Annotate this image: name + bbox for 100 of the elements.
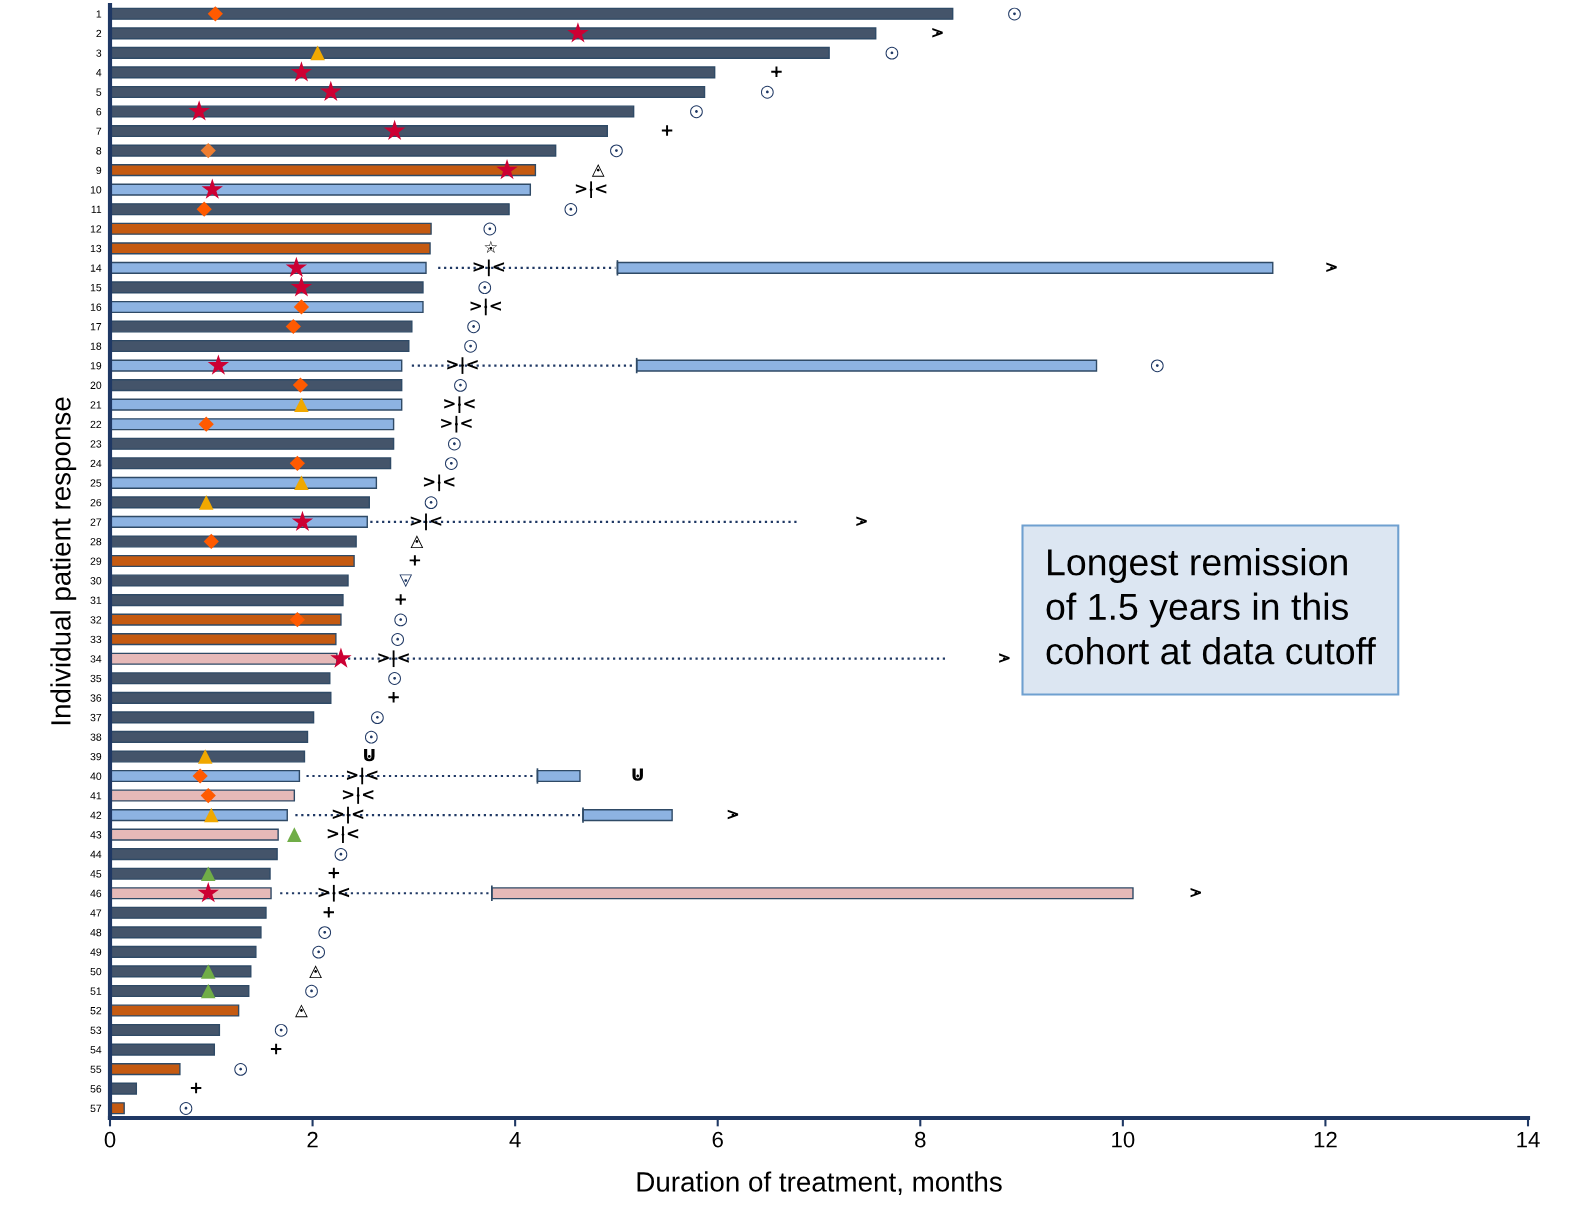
data-label: ○ xyxy=(388,672,401,685)
bar xyxy=(110,926,262,939)
bar xyxy=(110,379,403,392)
bar xyxy=(110,965,252,978)
data-label: > xyxy=(932,27,943,38)
y-tick-label: 12 xyxy=(90,225,102,233)
y-tick-label: 53 xyxy=(90,1026,102,1034)
data-label: ○ xyxy=(483,222,497,236)
y-tick-label: 3 xyxy=(96,49,102,57)
data-label: ○ xyxy=(454,378,467,392)
data-label: ○ xyxy=(885,46,899,60)
y-tick-label: 52 xyxy=(90,1007,102,1015)
data-label: > xyxy=(999,653,1010,663)
data-label: > xyxy=(727,809,739,820)
data-label: >|< xyxy=(378,650,409,668)
y-tick-label: 43 xyxy=(90,831,102,839)
y-tick-label: 17 xyxy=(90,323,102,331)
y-tick-label: 26 xyxy=(90,498,102,507)
bar xyxy=(110,66,716,79)
data-label: ○ xyxy=(610,144,623,158)
bar xyxy=(110,339,410,353)
y-tick-label: 51 xyxy=(90,987,102,995)
bar xyxy=(110,594,344,607)
y-tick-label: 28 xyxy=(90,537,102,546)
bar xyxy=(110,222,432,235)
data-label: ○ xyxy=(394,613,408,627)
y-tick-label: 2 xyxy=(96,29,102,38)
bar xyxy=(110,828,279,841)
y-tick-label: 10 xyxy=(90,186,102,194)
data-label: >|< xyxy=(447,357,478,374)
bar xyxy=(110,535,357,548)
bar xyxy=(110,85,706,99)
x-tick-label: 14 xyxy=(1517,1132,1540,1148)
bar xyxy=(110,711,315,724)
data-label: >|< xyxy=(473,259,505,277)
x-axis-title: Duration of treatment, months xyxy=(637,1171,1002,1196)
data-label: ○ xyxy=(179,1102,193,1115)
y-tick-label: 18 xyxy=(90,342,102,350)
y-tick-label: 30 xyxy=(90,577,102,585)
data-label: ○ xyxy=(274,1023,288,1037)
data-label: ○ xyxy=(312,945,326,959)
annotation: Longest remission of 1.5 years in this cohort at data cutoff xyxy=(1046,548,1376,665)
bar xyxy=(110,867,271,880)
bar xyxy=(110,496,370,509)
y-tick-label: 25 xyxy=(90,479,102,487)
x-tick-label: 2 xyxy=(307,1131,318,1148)
y-tick-label: 23 xyxy=(90,440,102,448)
y-tick-label: 57 xyxy=(90,1104,102,1113)
data-label: ○ xyxy=(464,339,477,353)
data-label: ○ xyxy=(760,85,774,99)
data-label: + xyxy=(395,594,406,605)
y-tick-label: 46 xyxy=(90,889,102,898)
bar xyxy=(536,769,581,783)
bar xyxy=(110,46,830,59)
bar xyxy=(110,164,537,177)
data-label: ○ xyxy=(564,203,578,216)
data-label: U xyxy=(364,748,375,762)
y-tick-label: 38 xyxy=(90,733,102,741)
bar xyxy=(110,633,337,646)
bar xyxy=(110,945,257,958)
data-label: >|< xyxy=(346,767,378,785)
data-label: ○ xyxy=(234,1062,248,1076)
data-label: >|< xyxy=(423,474,455,492)
y-tick-label: 14 xyxy=(90,264,102,272)
bar xyxy=(110,1063,181,1076)
bar xyxy=(491,887,1134,900)
bar xyxy=(110,457,392,470)
y-tick-label: 47 xyxy=(90,909,102,917)
y-tick-label: 33 xyxy=(90,635,102,644)
y-tick-label: 34 xyxy=(90,655,102,663)
data-label: >|< xyxy=(332,806,364,824)
data-label: ○ xyxy=(1008,7,1021,21)
y-tick-label: 54 xyxy=(90,1046,102,1054)
y-tick-label: 13 xyxy=(90,244,102,253)
y-tick-label: 9 xyxy=(96,166,102,175)
y-tick-label: 55 xyxy=(90,1065,102,1074)
y-tick-label: 42 xyxy=(90,811,102,819)
bar xyxy=(110,242,431,255)
y-tick-label: 7 xyxy=(96,127,102,135)
bar xyxy=(110,203,510,216)
y-tick-label: 27 xyxy=(90,518,102,526)
data-label: ○ xyxy=(467,320,480,334)
y-tick-label: 29 xyxy=(90,557,102,565)
y-tick-label: 4 xyxy=(96,69,102,77)
data-label: ○ xyxy=(1150,359,1164,373)
bar xyxy=(110,105,635,118)
data-label: > xyxy=(1190,887,1201,898)
data-label: △ xyxy=(309,965,322,979)
bar xyxy=(635,359,1098,372)
bar xyxy=(110,574,349,587)
y-tick-label: 8 xyxy=(96,147,102,155)
y-tick-label: 41 xyxy=(90,792,102,800)
data-label: + xyxy=(771,66,782,78)
data-label: U xyxy=(632,768,643,781)
data-label: ○ xyxy=(391,633,405,646)
y-tick-label: 44 xyxy=(90,850,102,858)
y-tick-label: 37 xyxy=(90,713,102,722)
data-label: ○ xyxy=(478,281,492,295)
data-label: >|< xyxy=(444,396,475,413)
data-label: ○ xyxy=(334,848,348,861)
